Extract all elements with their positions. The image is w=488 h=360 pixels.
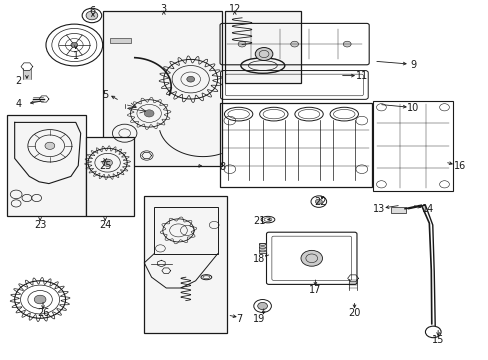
Circle shape <box>102 159 112 166</box>
Bar <box>154 207 217 254</box>
Text: 24: 24 <box>99 220 111 230</box>
Circle shape <box>45 142 55 149</box>
Bar <box>85 137 134 216</box>
Circle shape <box>257 302 267 310</box>
Text: 3: 3 <box>161 4 166 14</box>
Bar <box>259 243 265 253</box>
Text: 25: 25 <box>99 161 111 171</box>
Text: 12: 12 <box>228 4 241 14</box>
Bar <box>144 196 227 333</box>
Circle shape <box>86 11 98 20</box>
Text: 18: 18 <box>252 254 265 264</box>
Bar <box>220 103 371 187</box>
Text: 11: 11 <box>355 71 367 81</box>
Text: 4: 4 <box>16 99 21 109</box>
Circle shape <box>290 41 298 47</box>
Text: 6: 6 <box>90 6 96 16</box>
Circle shape <box>301 251 322 266</box>
Circle shape <box>71 42 78 48</box>
Bar <box>7 115 85 216</box>
Text: 10: 10 <box>406 103 419 113</box>
Circle shape <box>343 41 350 47</box>
Text: 20: 20 <box>347 308 360 318</box>
Text: 9: 9 <box>409 60 415 70</box>
Bar <box>224 11 300 83</box>
Text: 5: 5 <box>102 90 108 100</box>
Text: 2: 2 <box>16 76 21 86</box>
Circle shape <box>238 41 245 47</box>
Text: 7: 7 <box>236 314 242 324</box>
Text: 22: 22 <box>313 197 326 207</box>
Text: 17: 17 <box>308 285 321 295</box>
Circle shape <box>34 295 46 304</box>
Circle shape <box>186 76 194 82</box>
Text: 19: 19 <box>252 314 265 324</box>
Text: 21: 21 <box>252 216 265 226</box>
Text: 13: 13 <box>372 204 385 214</box>
Circle shape <box>144 110 154 117</box>
Text: 8: 8 <box>219 162 225 172</box>
Text: 1: 1 <box>73 51 79 61</box>
Bar <box>372 101 452 191</box>
Text: 16: 16 <box>452 161 465 171</box>
Text: 26: 26 <box>37 308 49 318</box>
Bar <box>110 38 130 43</box>
Text: 14: 14 <box>421 204 433 214</box>
Text: 23: 23 <box>34 220 46 230</box>
Circle shape <box>255 48 272 60</box>
Bar <box>102 11 222 166</box>
Text: 15: 15 <box>430 335 443 345</box>
Circle shape <box>315 199 322 204</box>
Bar <box>390 207 405 213</box>
